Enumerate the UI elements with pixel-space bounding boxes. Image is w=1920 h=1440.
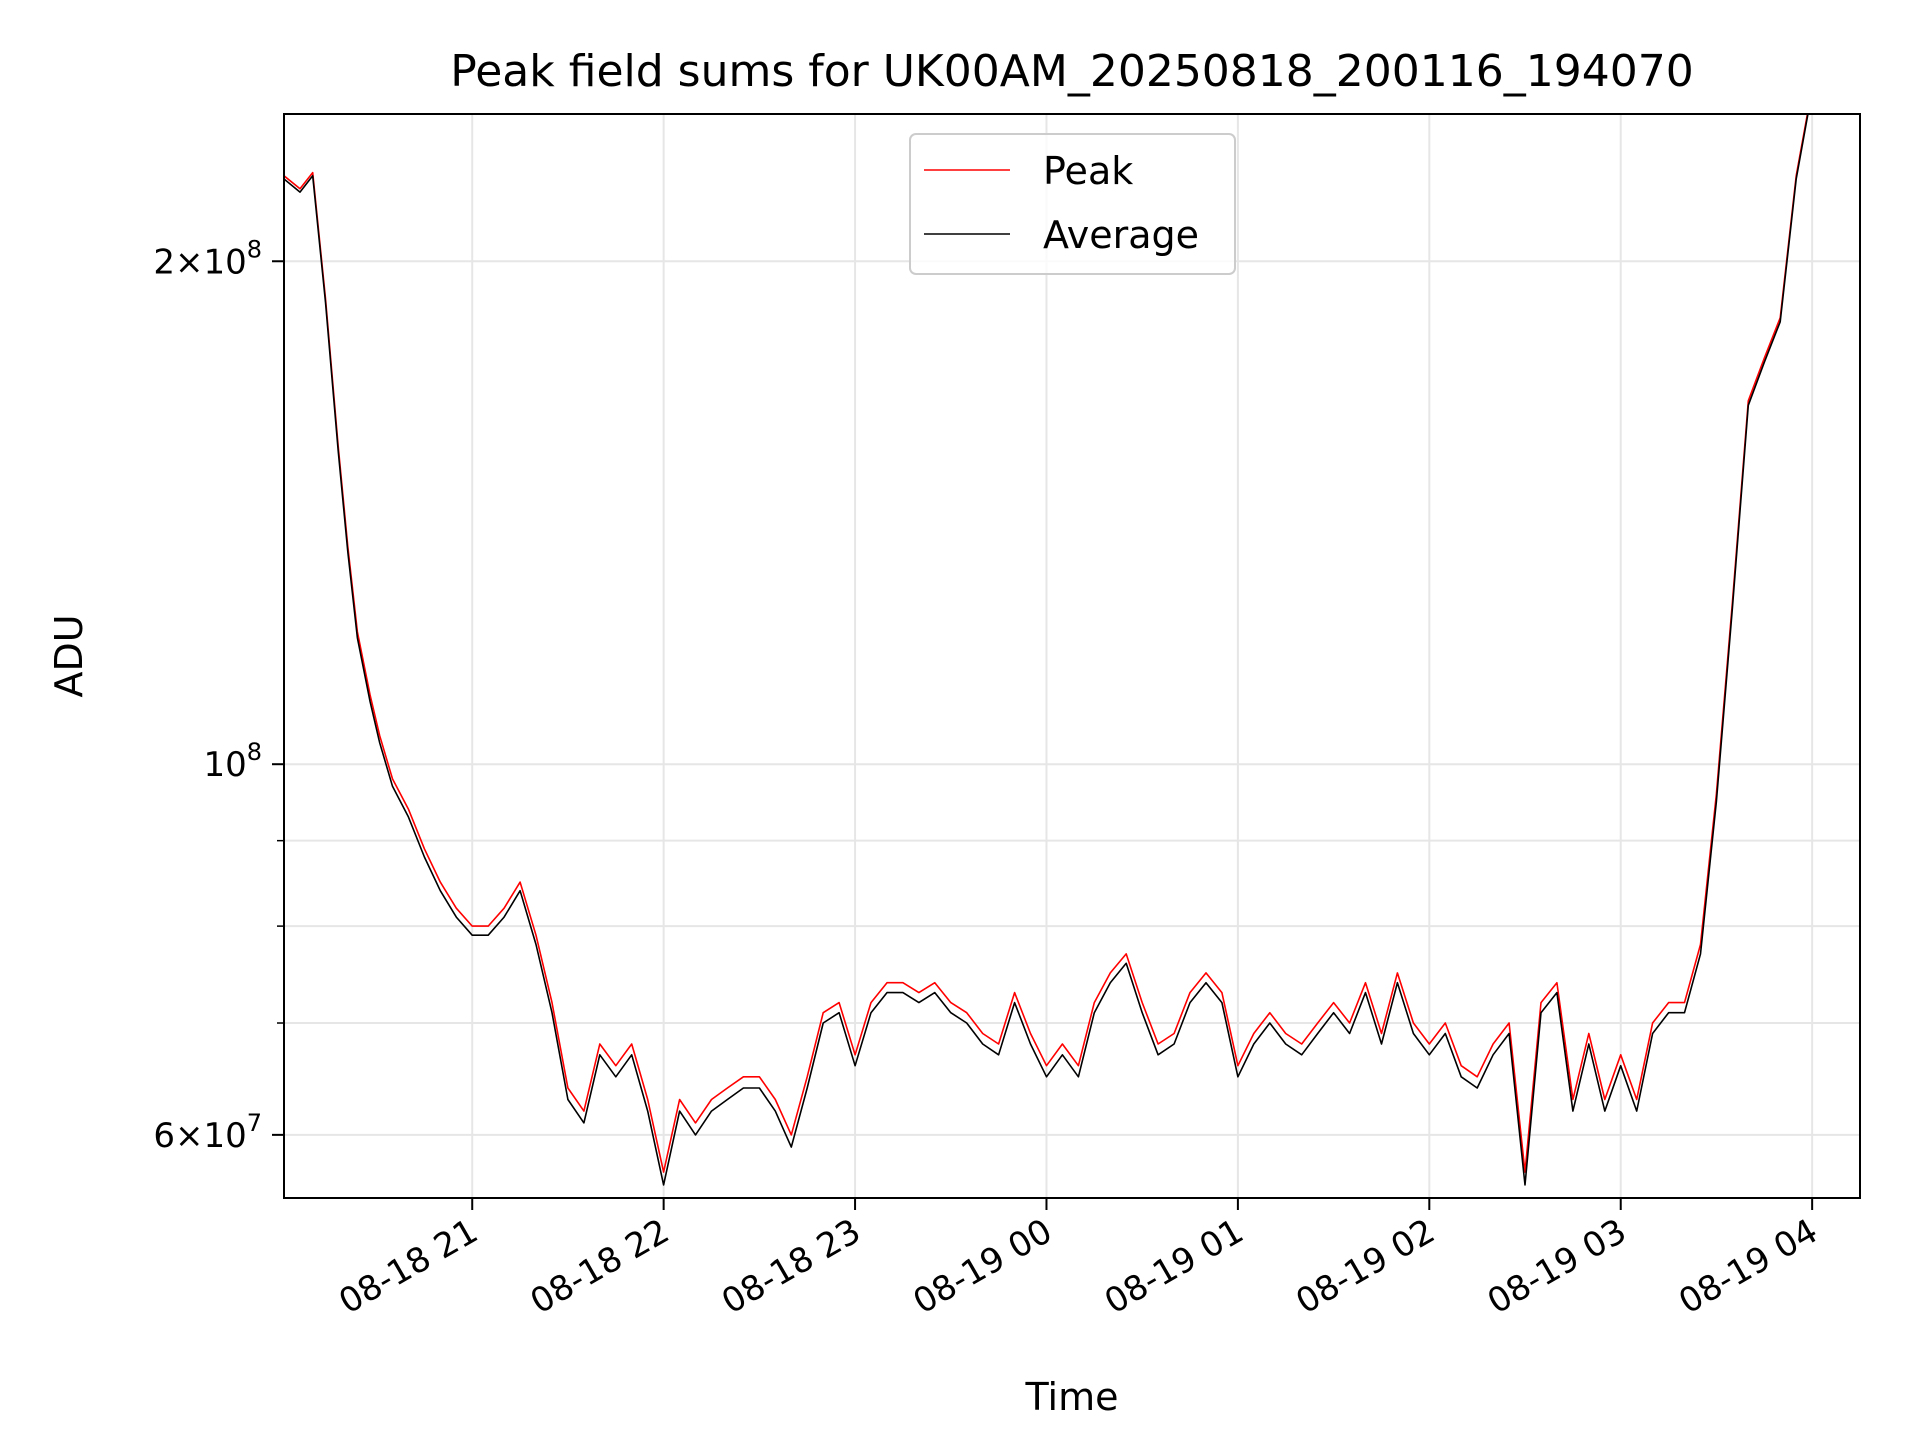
series-layer [284, 114, 1809, 1186]
y-axis-ticks: 6×107 108 2×108 [153, 235, 284, 1156]
y-axis-label: ADU [47, 614, 91, 697]
y-tick-label: 6×107 [153, 1109, 262, 1156]
series-line-average [284, 114, 1809, 1186]
y-tick-label: 108 [203, 738, 262, 785]
legend: Peak Average [909, 133, 1236, 275]
plot-frame [283, 113, 1861, 1199]
series-line-peak [284, 114, 1809, 1173]
legend-average-label: Average [1043, 213, 1199, 257]
legend-box [909, 133, 1236, 275]
y-tick-label: 2×108 [153, 235, 262, 282]
chart-title: Peak field sums for UK00AM_20250818_2001… [450, 46, 1693, 97]
legend-peak-label: Peak [1043, 149, 1133, 193]
x-axis-label: Time [1025, 1375, 1119, 1419]
